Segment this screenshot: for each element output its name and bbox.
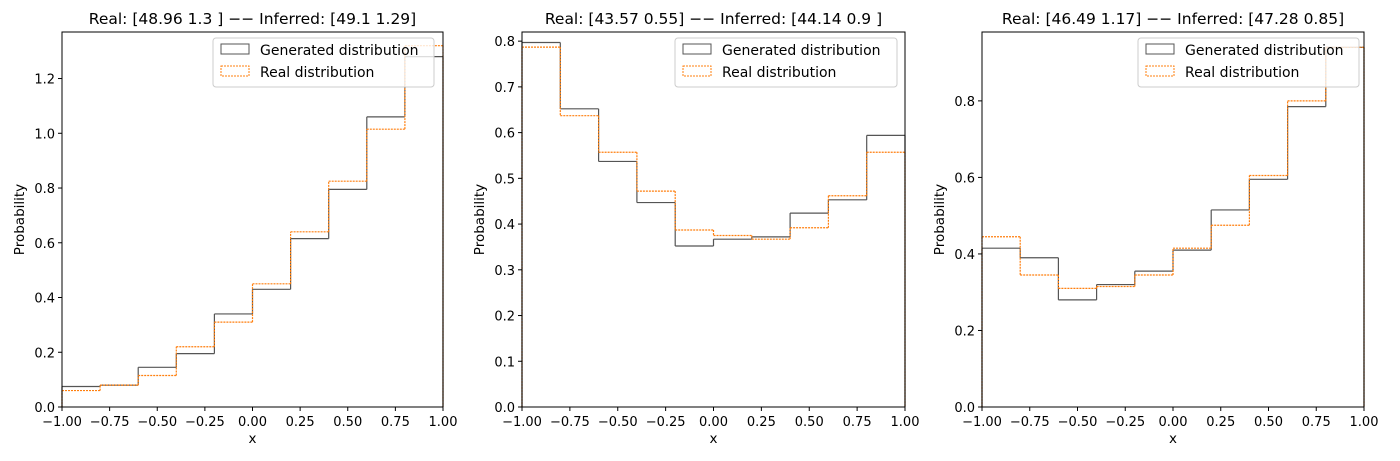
legend-swatch [220,43,250,55]
x-tick-label: −0.50 [137,415,177,430]
chart-panel-2: −1.00 −0.75 −0.50 −0.25 0.00 0.25 0.50 0.75 1.00… [472,10,919,447]
x-tick-label: 0.75 [381,415,410,430]
x-tick-label: 0.75 [843,415,872,430]
series-real [981,46,1365,407]
x-tick-label: −0.25 [1105,415,1145,430]
y-tick-label: 0.8 [34,182,55,197]
x-axis-label: x [710,431,718,447]
chart-title: Real: [43.57 0.55] −− Inferred: [44.14 0… [545,10,882,28]
x-tick-label: 1.00 [429,415,458,430]
x-tick-label: 0.75 [1302,415,1331,430]
x-tick-label: −0.25 [185,415,225,430]
chart-panel-1: −1.00 −0.75 −0.50 −0.25 0.00 0.25 0.50 0.75 1.00… [12,10,457,447]
y-axis-label: Probability [12,184,28,255]
plot-frame [61,31,444,408]
x-tick-label: −0.50 [598,415,638,430]
x-tick-label: −0.25 [646,415,686,430]
legend-label: Generated distribution [1185,43,1344,59]
y-tick-label: 0.8 [494,35,515,50]
y-tick-label: 0.6 [34,237,55,252]
x-tick-label: −0.50 [1058,415,1098,430]
x-tick-label: 1.00 [891,415,920,430]
y-tick-label: 0.1 [494,355,515,370]
x-tick-label: 0.50 [1254,415,1283,430]
y-tick-label: 0.8 [954,95,975,110]
legend-label: Real distribution [1185,65,1299,81]
series-real [61,45,444,407]
x-tick-label: 0.25 [286,415,315,430]
legend-label: Real distribution [722,65,836,81]
y-tick-label: 0.6 [494,127,515,142]
x-tick-label: −0.75 [90,415,130,430]
legend-box [674,37,898,88]
series-real [521,46,906,407]
plot-frame [981,31,1365,408]
x-tick-label: 0.00 [238,415,267,430]
legend-swatch [682,43,712,55]
chart-title: Real: [46.49 1.17] −− Inferred: [47.28 0… [1002,10,1344,28]
x-axis-label: x [1169,431,1177,447]
y-tick-label: 0.0 [34,401,55,416]
chart-title: Real: [48.96 1.3 ] −− Inferred: [49.1 1.… [89,10,416,28]
legend: Generated distribution Real distribution [674,37,898,88]
legend-label: Generated distribution [260,43,419,59]
x-tick-label: 0.25 [747,415,776,430]
legend-label: Real distribution [260,65,374,81]
x-tick-label: −0.75 [1010,415,1050,430]
x-tick-label: −0.75 [550,415,590,430]
y-tick-label: 0.3 [494,264,515,279]
legend: Generated distribution Real distribution [1137,37,1360,88]
y-tick-label: 0.7 [494,81,515,96]
legend-swatch [682,65,712,77]
x-tick-label: −1.00 [502,415,542,430]
series-generated [521,41,906,407]
y-tick-label: 0.2 [954,324,975,339]
plot-frame [521,31,906,408]
legend-box [1137,37,1360,88]
y-tick-label: 0.4 [34,292,55,307]
x-tick-label: 0.50 [795,415,824,430]
y-tick-label: 0.0 [954,401,975,416]
y-axis-label: Probability [932,184,948,255]
legend: Generated distribution Real distribution [212,37,435,88]
x-tick-label: 1.00 [1350,415,1379,430]
y-tick-label: 0.2 [494,310,515,325]
x-tick-label: 0.25 [1206,415,1235,430]
x-tick-label: 0.00 [1159,415,1188,430]
y-tick-label: 0.2 [34,346,55,361]
y-tick-label: 0.4 [494,218,515,233]
x-tick-label: 0.00 [699,415,728,430]
legend-swatch [220,65,250,77]
x-tick-label: −1.00 [962,415,1002,430]
y-tick-label: 0.4 [954,248,975,263]
y-tick-label: 1.2 [34,73,55,88]
legend-label: Generated distribution [722,43,881,59]
y-tick-label: 0.5 [494,172,515,187]
legend-box [212,37,435,88]
legend-swatch [1145,43,1175,55]
y-axis-label: Probability [472,184,488,255]
y-tick-label: 0.6 [954,171,975,186]
legend-swatch [1145,65,1175,77]
x-tick-label: −1.00 [42,415,82,430]
chart-panel-3: −1.00 −0.75 −0.50 −0.25 0.00 0.25 0.50 0.75 1.00… [932,10,1378,447]
x-tick-label: 0.50 [333,415,362,430]
series-generated [61,56,444,407]
x-axis-label: x [249,431,257,447]
y-tick-label: 1.0 [34,127,55,142]
y-tick-label: 0.0 [494,401,515,416]
